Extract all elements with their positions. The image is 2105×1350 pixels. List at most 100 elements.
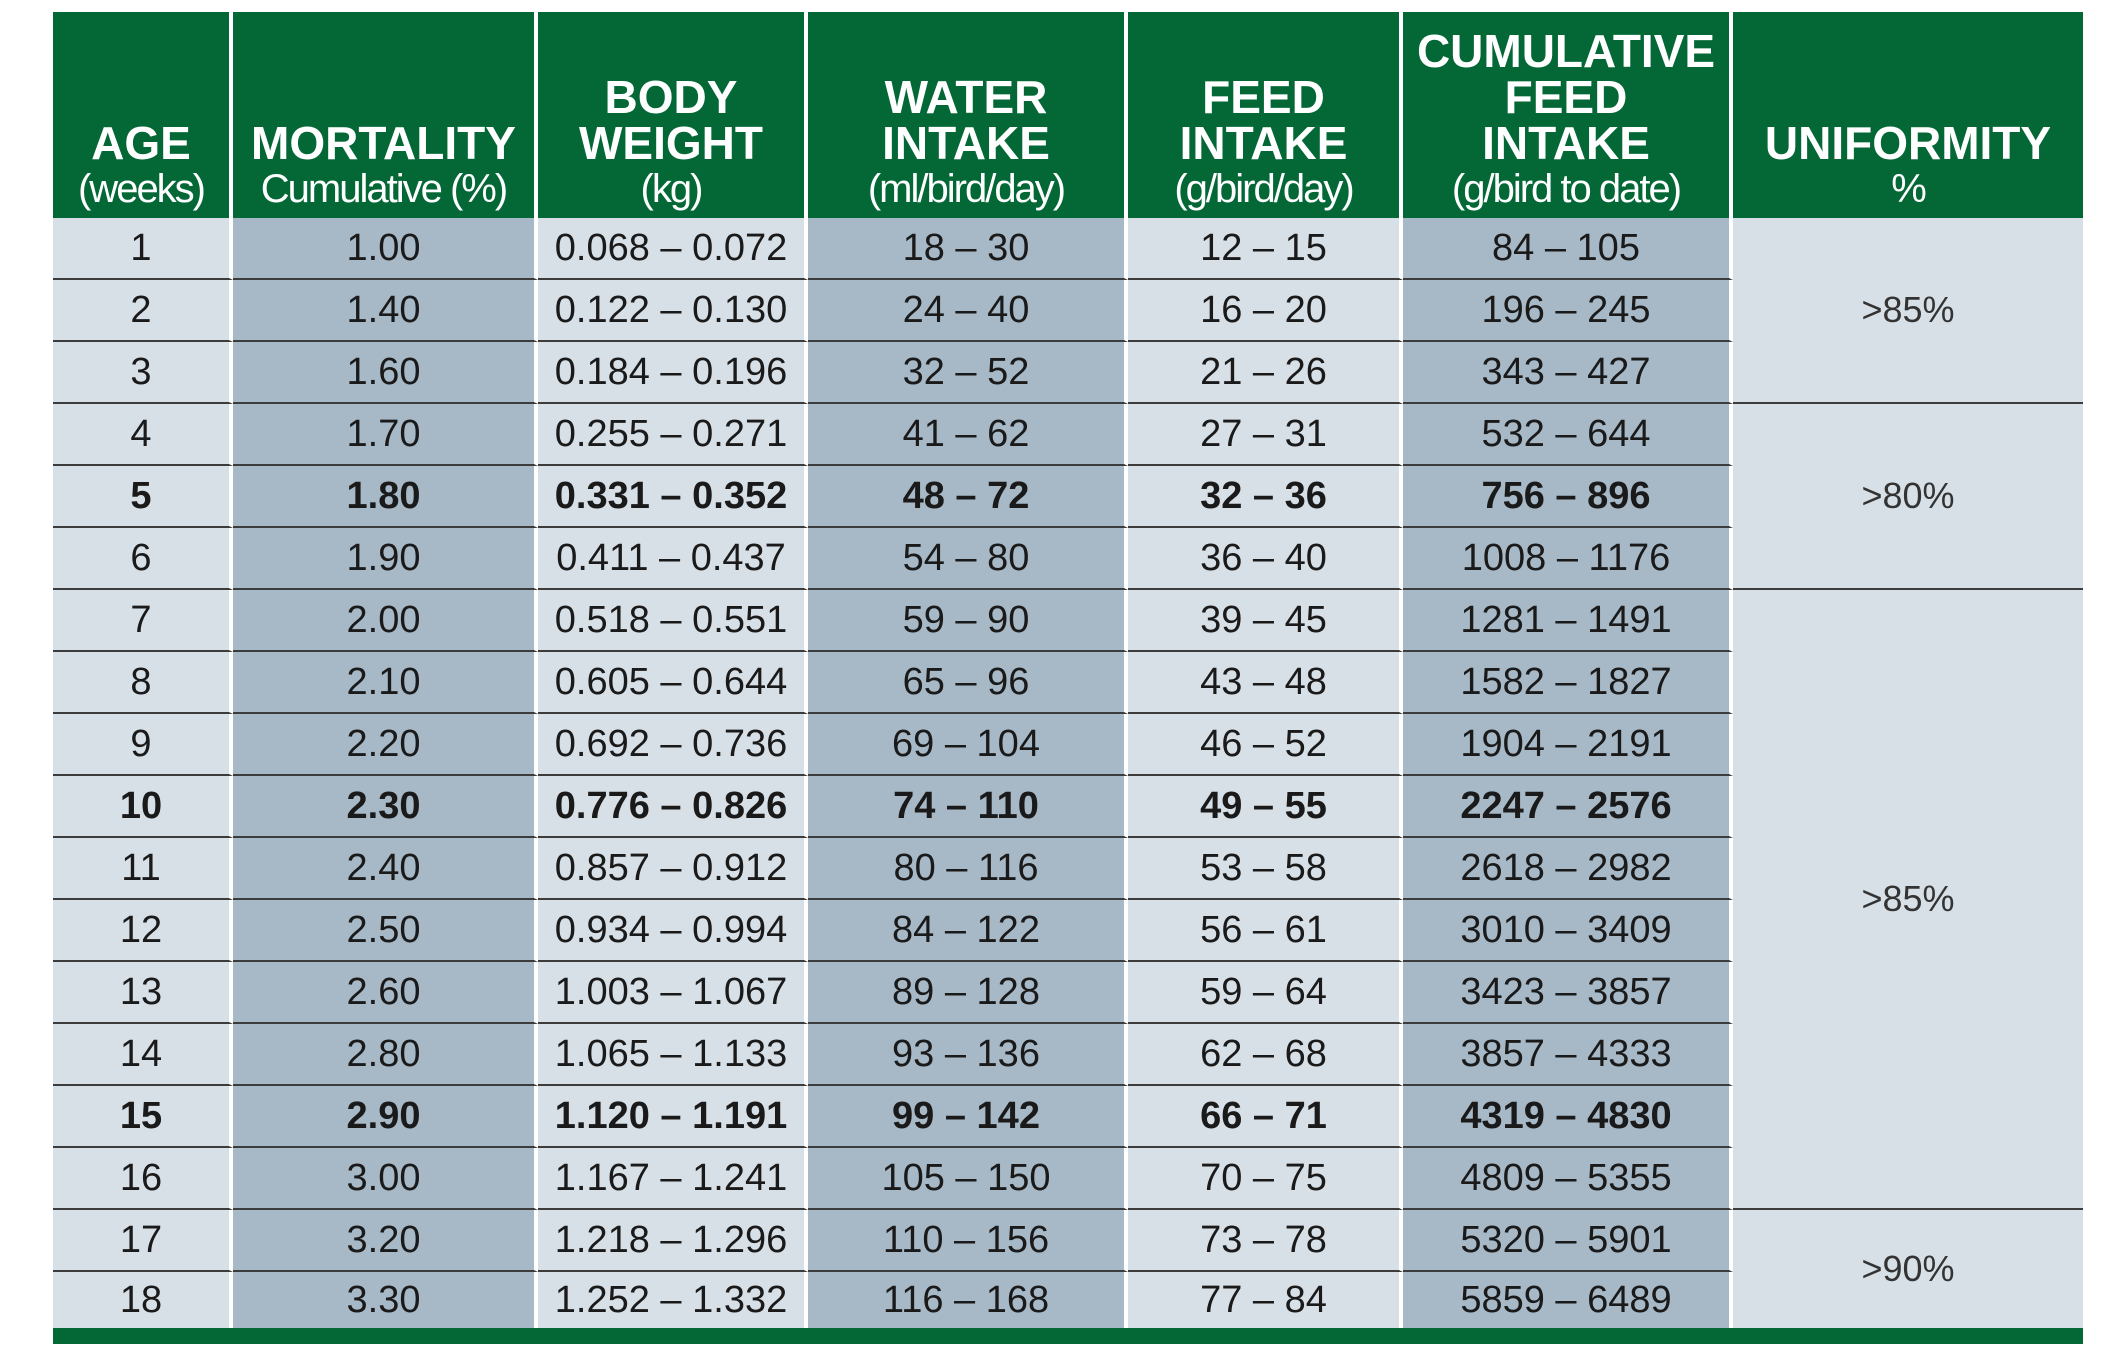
feed-intake-cell: 53 – 58 [1128,838,1403,900]
body-weight-cell: 0.068 – 0.072 [538,218,808,280]
body-weight-cell: 0.411 – 0.437 [538,528,808,590]
header-subtitle: (kg) [640,167,704,211]
cumulative-feed-cell: 1582 – 1827 [1403,652,1733,714]
mortality-cell: 1.80 [233,466,538,528]
table-body: 1 1.00 0.068 – 0.072 18 – 30 12 – 15 84 – 105… [53,218,2083,1328]
header-subtitle: (ml/bird/day) [867,167,1066,211]
table-row: 12 2.50 0.934 – 0.994 84 – 122 56 – 61 3010 –… [53,900,2083,962]
body-weight-cell: 0.605 – 0.644 [538,652,808,714]
water-intake-cell: 89 – 128 [808,962,1128,1024]
feed-intake-cell: 36 – 40 [1128,528,1403,590]
body-weight-cell: 1.167 – 1.241 [538,1148,808,1210]
cumulative-feed-cell: 4319 – 4830 [1403,1086,1733,1148]
table-row: 15 2.90 1.120 – 1.191 99 – 142 66 – 71 4319 –… [53,1086,2083,1148]
age-cell: 5 [53,466,233,528]
mortality-cell: 3.20 [233,1210,538,1272]
mortality-cell: 2.30 [233,776,538,838]
feed-intake-cell: 27 – 31 [1128,404,1403,466]
feed-intake-cell: 62 – 68 [1128,1024,1403,1086]
table-row: 18 3.30 1.252 – 1.332 116 – 168 77 – 84 5859 … [53,1272,2083,1328]
table-row: 6 1.90 0.411 – 0.437 54 – 80 36 – 40 1008 – 1… [53,528,2083,590]
feed-intake-cell: 49 – 55 [1128,776,1403,838]
table-row: 17 3.20 1.218 – 1.296 110 – 156 73 – 78 5320 … [53,1210,2083,1328]
mortality-cell: 2.80 [233,1024,538,1086]
table-row: 4 1.70 0.255 – 0.271 41 – 62 27 – 31 532 – 64… [53,404,2083,590]
mortality-header: MORTALITY Cumulative (%) [233,12,538,218]
mortality-cell: 2.50 [233,900,538,962]
body-weight-cell: 1.120 – 1.191 [538,1086,808,1148]
age-cell: 17 [53,1210,233,1272]
cumulative-feed-cell: 343 – 427 [1403,342,1733,404]
age-header: AGE (weeks) [53,12,233,218]
mortality-cell: 3.00 [233,1148,538,1210]
header-title-line: INTAKE [1179,117,1348,169]
mortality-cell: 2.10 [233,652,538,714]
body-weight-cell: 1.065 – 1.133 [538,1024,808,1086]
age-cell: 14 [53,1024,233,1086]
header-title-line: FEED [1504,71,1628,123]
cumulative-feed-cell: 5320 – 5901 [1403,1210,1733,1272]
water-intake-cell: 69 – 104 [808,714,1128,776]
uniformity-cell: >90% [1733,1210,2083,1328]
body-weight-cell: 1.003 – 1.067 [538,962,808,1024]
feed-intake-header: FEED INTAKE (g/bird/day) [1128,12,1403,218]
mortality-cell: 2.40 [233,838,538,900]
header-subtitle: (weeks) [77,167,206,211]
table-row: 14 2.80 1.065 – 1.133 93 – 136 62 – 68 3857 –… [53,1024,2083,1086]
header-subtitle: % [1891,167,1927,211]
age-cell: 8 [53,652,233,714]
body-weight-cell: 0.184 – 0.196 [538,342,808,404]
header-subtitle: (g/bird/day) [1174,167,1354,211]
body-weight-cell: 0.776 – 0.826 [538,776,808,838]
mortality-cell: 1.00 [233,218,538,280]
cumulative-feed-cell: 5859 – 6489 [1403,1272,1733,1328]
feed-intake-cell: 39 – 45 [1128,590,1403,652]
cumulative-feed-cell: 756 – 896 [1403,466,1733,528]
cumulative-feed-cell: 3857 – 4333 [1403,1024,1733,1086]
table-row: 13 2.60 1.003 – 1.067 89 – 128 59 – 64 3423 –… [53,962,2083,1024]
uniformity-cell: >85% [1733,218,2083,404]
mortality-cell: 2.00 [233,590,538,652]
age-cell: 2 [53,280,233,342]
age-cell: 18 [53,1272,233,1328]
water-intake-cell: 24 – 40 [808,280,1128,342]
cumulative-feed-intake-header: CUMULATIVE FEED INTAKE (g/bird to date) [1403,12,1733,218]
cumulative-feed-cell: 1281 – 1491 [1403,590,1733,652]
header-title-line: WEIGHT [579,117,763,169]
water-intake-cell: 84 – 122 [808,900,1128,962]
feed-intake-cell: 12 – 15 [1128,218,1403,280]
water-intake-cell: 65 – 96 [808,652,1128,714]
cumulative-feed-cell: 1904 – 2191 [1403,714,1733,776]
cumulative-feed-cell: 3423 – 3857 [1403,962,1733,1024]
feed-intake-cell: 73 – 78 [1128,1210,1403,1272]
table-row: 10 2.30 0.776 – 0.826 74 – 110 49 – 55 2247 –… [53,776,2083,838]
header-title-line: MORTALITY [251,117,516,169]
mortality-cell: 1.40 [233,280,538,342]
feed-intake-cell: 77 – 84 [1128,1272,1403,1328]
cumulative-feed-cell: 532 – 644 [1403,404,1733,466]
feed-intake-cell: 21 – 26 [1128,342,1403,404]
mortality-cell: 1.70 [233,404,538,466]
header-title-line: WATER [884,71,1048,123]
feed-intake-cell: 46 – 52 [1128,714,1403,776]
age-cell: 9 [53,714,233,776]
table-row: 9 2.20 0.692 – 0.736 69 – 104 46 – 52 1904 – … [53,714,2083,776]
table-row: 5 1.80 0.331 – 0.352 48 – 72 32 – 36 756 – 89… [53,466,2083,528]
footer-bar [53,1328,2083,1344]
age-cell: 1 [53,218,233,280]
cumulative-feed-cell: 196 – 245 [1403,280,1733,342]
age-cell: 7 [53,590,233,652]
feed-intake-cell: 70 – 75 [1128,1148,1403,1210]
header-title-line: FEED [1202,71,1325,123]
table-row: 11 2.40 0.857 – 0.912 80 – 116 53 – 58 2618 –… [53,838,2083,900]
age-cell: 16 [53,1148,233,1210]
feed-intake-cell: 59 – 64 [1128,962,1403,1024]
body-weight-header: BODY WEIGHT (kg) [538,12,808,218]
feed-intake-cell: 43 – 48 [1128,652,1403,714]
cumulative-feed-cell: 1008 – 1176 [1403,528,1733,590]
header-subtitle: (g/bird to date) [1451,167,1682,211]
header-title-line: CUMULATIVE [1416,25,1716,77]
age-cell: 15 [53,1086,233,1148]
mortality-cell: 1.60 [233,342,538,404]
body-weight-cell: 1.218 – 1.296 [538,1210,808,1272]
